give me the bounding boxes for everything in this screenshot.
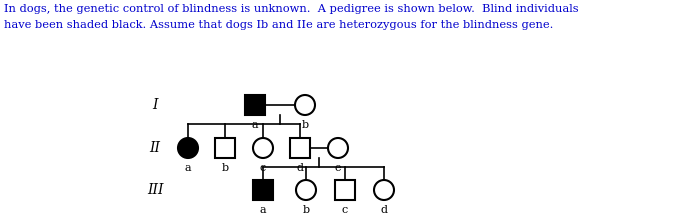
Bar [335, 180, 355, 200]
Ellipse shape [178, 138, 198, 158]
Ellipse shape [374, 180, 394, 200]
Ellipse shape [328, 138, 348, 158]
Text: c: c [260, 163, 266, 173]
Text: a: a [185, 163, 192, 173]
Bar [245, 95, 265, 115]
Text: II: II [149, 141, 160, 155]
Text: In dogs, the genetic control of blindness is unknown.  A pedigree is shown below: In dogs, the genetic control of blindnes… [4, 4, 579, 14]
Bar [215, 138, 235, 158]
Bar [253, 180, 273, 200]
Ellipse shape [295, 95, 315, 115]
Text: b: b [221, 163, 228, 173]
Bar [290, 138, 310, 158]
Ellipse shape [253, 138, 273, 158]
Text: c: c [342, 205, 348, 215]
Text: e: e [335, 163, 341, 173]
Text: d: d [296, 163, 303, 173]
Text: d: d [380, 205, 387, 215]
Text: b: b [301, 120, 309, 130]
Text: III: III [146, 183, 163, 197]
Text: have been shaded black. Assume that dogs Ib and IIe are heterozygous for the bli: have been shaded black. Assume that dogs… [4, 20, 553, 30]
Text: b: b [303, 205, 310, 215]
Ellipse shape [296, 180, 316, 200]
Text: a: a [252, 120, 258, 130]
Text: I: I [152, 98, 158, 112]
Text: a: a [260, 205, 266, 215]
